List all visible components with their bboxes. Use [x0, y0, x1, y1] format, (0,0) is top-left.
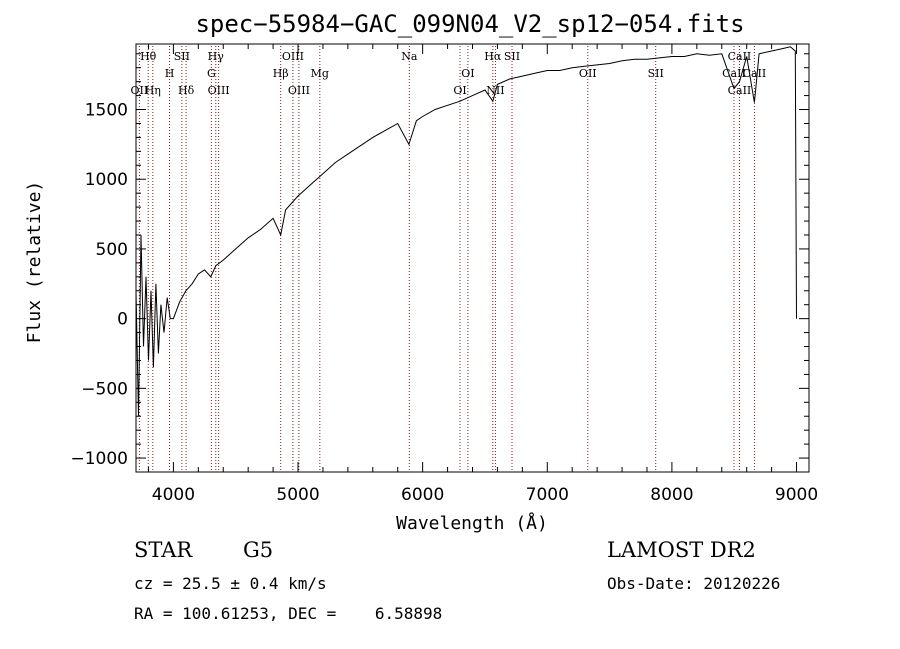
observation-date: Obs-Date: 20120226: [607, 574, 781, 593]
line-marker-label: Hα: [484, 50, 502, 63]
spectrum-series-line: [135, 46, 797, 417]
y-tick-label: −1000: [70, 449, 128, 469]
x-tick-label: 8000: [650, 485, 693, 505]
x-tick-label: 4000: [152, 485, 195, 505]
line-marker-label: OIII: [288, 84, 310, 97]
line-marker-label: OI: [453, 84, 466, 97]
line-marker-label: OIII: [282, 50, 304, 63]
y-tick-label: −500: [81, 379, 128, 399]
y-tick-label: 500: [96, 240, 128, 260]
line-marker-label: Na: [401, 50, 418, 63]
line-marker-label: Hδ: [178, 84, 195, 97]
y-axis-label: Flux (relative): [24, 181, 45, 344]
chart-title: spec−55984−GAC_099N04_V2_sp12−054.fits: [195, 10, 744, 38]
line-marker-label: CaII: [743, 67, 767, 80]
line-marker-label: Hγ: [208, 50, 225, 63]
line-marker-label: CaII: [728, 84, 752, 97]
line-marker-label: OII: [131, 84, 149, 97]
line-marker-label: OII: [579, 67, 597, 80]
y-tick-label: 0: [117, 310, 128, 330]
spectral-subclass: G5: [243, 538, 274, 562]
line-marker-label: Hθ: [140, 50, 157, 63]
axis-ticks: 4000 5000 6000 7000 8000 9000 −1000 −500 0 500 100…: [70, 44, 818, 505]
line-marker-label: H: [165, 67, 175, 80]
line-marker-label: Mg: [311, 67, 329, 80]
emission-line-markers: [138, 46, 755, 472]
line-marker-label: G: [207, 67, 216, 80]
x-tick-label: 6000: [401, 485, 444, 505]
y-tick-label: 1000: [85, 170, 128, 190]
x-axis-label: Wavelength (Å): [396, 512, 548, 534]
x-tick-label: 9000: [775, 485, 818, 505]
coordinates-readout: RA = 100.61253, DEC = 6.58898: [134, 604, 443, 623]
line-marker-label: SII: [174, 50, 190, 63]
y-tick-label: 1500: [85, 101, 128, 121]
object-class: STAR: [134, 538, 193, 562]
line-marker-label: Hβ: [273, 67, 289, 80]
line-marker-label: OIII: [208, 84, 230, 97]
plot-frame: [135, 43, 810, 473]
x-tick-label: 5000: [276, 485, 319, 505]
line-marker-label: SII: [648, 67, 664, 80]
survey-name: LAMOST DR2: [607, 538, 756, 562]
line-marker-label: SII: [504, 50, 520, 63]
line-marker-label: Hη: [145, 84, 161, 97]
x-tick-label: 7000: [526, 485, 569, 505]
line-marker-label: OI: [461, 67, 474, 80]
redshift-readout: cz = 25.5 ± 0.4 km/s: [134, 574, 327, 593]
